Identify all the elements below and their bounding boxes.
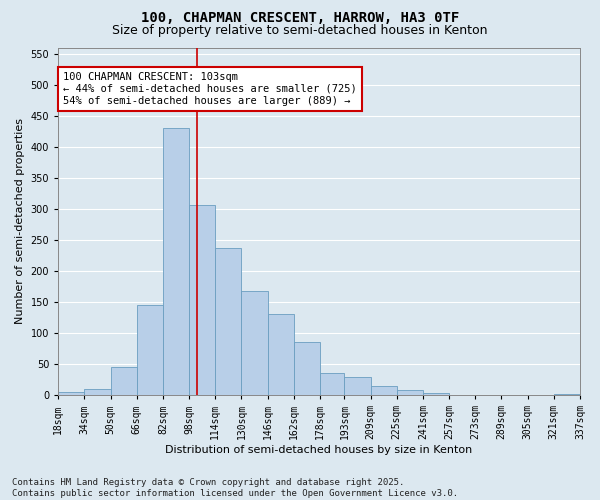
Bar (449, 394, 475, 395)
Bar (85, 389, 110, 395)
Bar (189, 204, 215, 395)
Bar (371, 386, 397, 395)
Bar (423, 394, 449, 395)
Bar (554, 394, 580, 395)
Bar (241, 291, 268, 395)
X-axis label: Distribution of semi-detached houses by size in Kenton: Distribution of semi-detached houses by … (166, 445, 473, 455)
Y-axis label: Number of semi-detached properties: Number of semi-detached properties (15, 118, 25, 324)
Bar (215, 248, 241, 395)
Bar (268, 314, 294, 395)
Bar (397, 390, 423, 395)
Bar (294, 342, 320, 395)
Bar (58, 392, 85, 395)
Bar (137, 305, 163, 395)
Bar (320, 373, 344, 395)
Bar (110, 367, 137, 395)
Text: 100, CHAPMAN CRESCENT, HARROW, HA3 0TF: 100, CHAPMAN CRESCENT, HARROW, HA3 0TF (141, 11, 459, 25)
Bar (163, 128, 189, 395)
Text: Contains HM Land Registry data © Crown copyright and database right 2025.
Contai: Contains HM Land Registry data © Crown c… (12, 478, 458, 498)
Text: Size of property relative to semi-detached houses in Kenton: Size of property relative to semi-detach… (112, 24, 488, 37)
Text: 100 CHAPMAN CRESCENT: 103sqm
← 44% of semi-detached houses are smaller (725)
54%: 100 CHAPMAN CRESCENT: 103sqm ← 44% of se… (63, 72, 357, 106)
Bar (344, 376, 371, 395)
